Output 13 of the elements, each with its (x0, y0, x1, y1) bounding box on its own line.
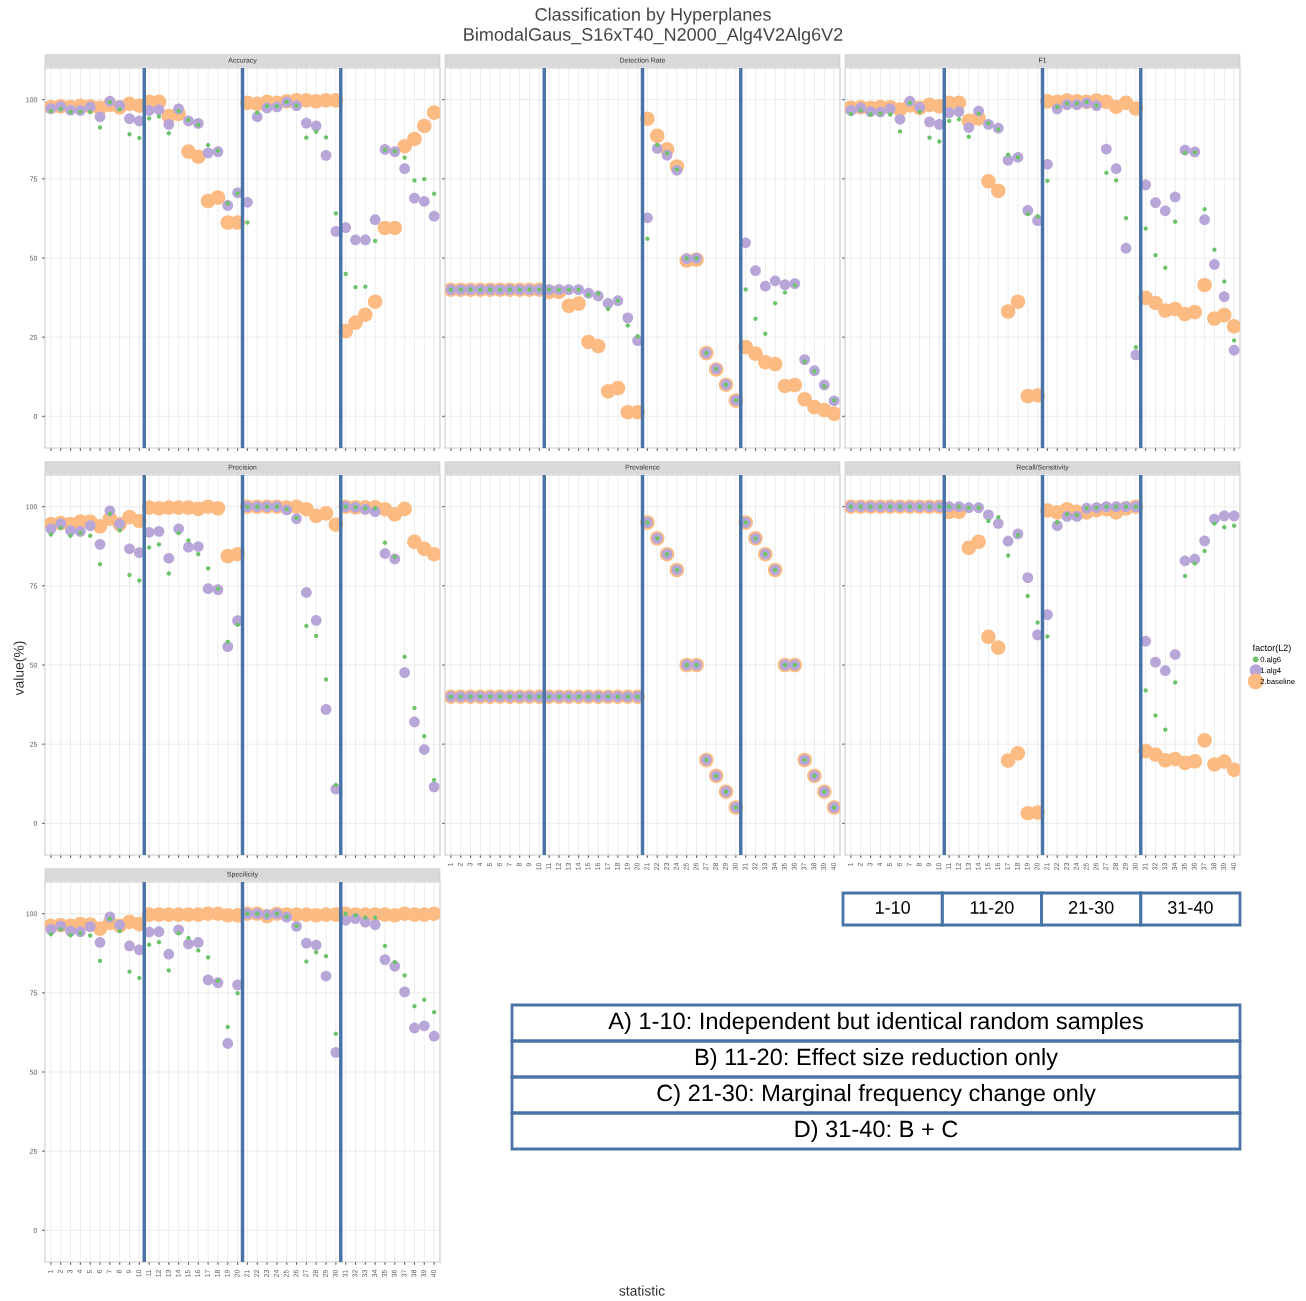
text: D) 31-40: B + C (795, 1119, 958, 1142)
text: 11-20 (970, 901, 1014, 914)
text: value(%) (13, 641, 27, 696)
text: A) 1-10: Independent but identical random samples (608, 1012, 1143, 1035)
text: 31-40 (1167, 901, 1213, 914)
text: 21-30 (1068, 901, 1114, 914)
text: 1-10 (875, 901, 910, 914)
text: B) 11-20: Effect size reduction only (695, 1047, 1058, 1071)
text: BimodalGaus_S16xT40_N2000_Alg4V2Alg6V2 (464, 27, 843, 45)
legend-title: factor(L2) (1252, 644, 1291, 653)
text: Classification by Hyperplanes (535, 7, 771, 25)
text: C) 21-30: Marginal frequency change only (657, 1083, 1096, 1107)
text: statistic (619, 1285, 665, 1296)
